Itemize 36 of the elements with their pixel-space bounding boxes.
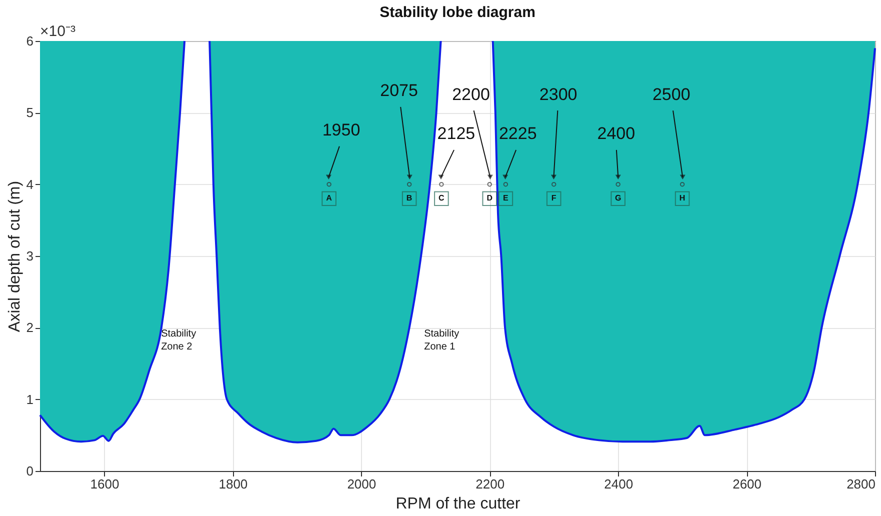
annotation: 1950 (322, 120, 360, 140)
text: ×10⁻³ (40, 23, 76, 40)
y-tick-label: 4 (26, 176, 34, 192)
x-tick-label: 1800 (218, 476, 248, 492)
x-tick-label: 2400 (604, 476, 634, 492)
y-tick-label: 5 (26, 105, 34, 120)
y-tick-label: 1 (26, 392, 34, 407)
annotation: 2300 (539, 84, 578, 104)
annotation: F (551, 194, 556, 203)
annotation: Stability Zone 1 (424, 328, 460, 352)
annotation: C (438, 194, 445, 203)
x-tick-label: 2000 (347, 476, 376, 492)
annotation: H (679, 194, 686, 203)
x-tick-label: 1600 (90, 476, 120, 492)
y-tick-label: 6 (26, 34, 34, 48)
annotation: 2500 (652, 84, 690, 104)
chart-title: Stability lobe diagram (380, 4, 536, 21)
x-tick-label: 2800 (846, 476, 876, 492)
annotation: Stability Zone 2 (161, 328, 196, 352)
annotation: 2125 (437, 124, 476, 144)
y-tick-label: 2 (26, 320, 34, 336)
annotation: 2225 (498, 124, 537, 144)
annotation: B (406, 194, 412, 203)
annotation: D (486, 194, 493, 203)
annotation: 2400 (597, 124, 636, 144)
y-axis-title: Axial depth of cut (m) (6, 180, 24, 332)
y-tick-label: 0 (26, 464, 34, 478)
x-tick-label: 2200 (476, 476, 505, 492)
annotation: G (614, 194, 622, 203)
annotation: E (503, 194, 509, 203)
y-tick-label: 3 (26, 248, 34, 264)
annotation: 2075 (380, 81, 418, 100)
x-axis-title: RPM of the cutter (396, 496, 521, 512)
x-tick-label: 2600 (732, 476, 762, 492)
annotation: 2200 (452, 84, 490, 104)
annotation: A (326, 194, 332, 203)
